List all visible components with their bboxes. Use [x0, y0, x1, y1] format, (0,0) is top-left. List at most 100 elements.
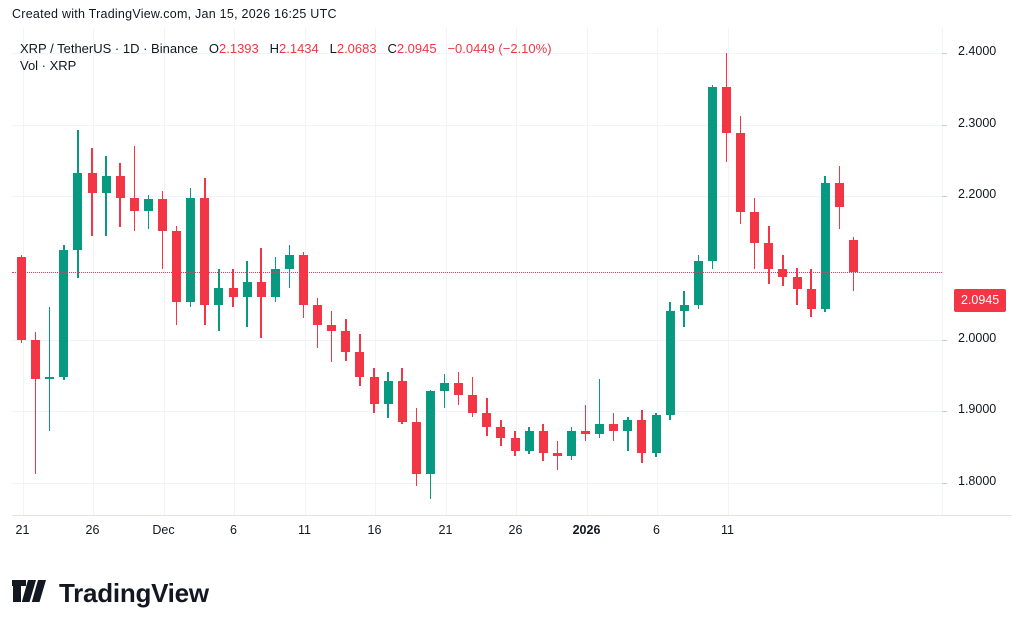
candle-body: [299, 255, 308, 306]
candle-body: [17, 257, 26, 340]
tradingview-logo-icon: [12, 578, 48, 609]
candle-body: [566, 431, 576, 456]
price-axis-label: 2.3000: [958, 115, 997, 130]
chart-frame: 2.4000 2.3000 2.2000 2.0000 1.9000 1.8000 2.0…: [12, 28, 1012, 537]
time-gridline: [586, 28, 588, 515]
price-axis-tick: [942, 53, 947, 55]
candle-body: [581, 431, 590, 435]
candle-wick: [133, 146, 136, 231]
candle-body: [623, 419, 633, 432]
chart-plot-area[interactable]: [12, 28, 942, 515]
candle-body: [693, 260, 703, 306]
candle-body: [736, 133, 746, 213]
candle-body: [609, 424, 619, 432]
candle-body: [158, 199, 167, 231]
price-axis-label: 1.8000: [958, 473, 997, 488]
time-axis-label: 21: [438, 523, 453, 537]
price-axis-label: 1.9000: [958, 402, 997, 417]
candle-body: [284, 255, 294, 270]
time-axis-label: 21: [15, 523, 30, 537]
time-gridline: [233, 28, 235, 515]
candle-body: [820, 183, 830, 310]
price-axis-label: 2.4000: [958, 44, 997, 59]
time-axis-label: Dec: [152, 523, 175, 537]
candle-wick: [330, 310, 333, 363]
candle-body: [496, 426, 506, 439]
price-axis-separator: [942, 28, 943, 515]
candle-body: [228, 287, 238, 297]
candle-body: [355, 352, 365, 377]
time-axis-label: 26: [508, 523, 523, 537]
candle-body: [524, 431, 534, 451]
time-axis-separator: [12, 515, 1012, 516]
candle-body: [764, 242, 774, 270]
candle-body: [143, 199, 153, 211]
candle-body: [115, 176, 125, 198]
candle-body: [31, 339, 41, 379]
candle-body: [101, 176, 111, 193]
candle-body: [651, 414, 661, 453]
time-axis-label: 11: [298, 523, 311, 537]
time-axis-label: 11: [721, 523, 734, 537]
candle-body: [665, 310, 675, 415]
time-gridline: [92, 28, 94, 515]
candle-body: [679, 305, 689, 311]
candle-body: [792, 276, 802, 290]
candle-body: [73, 173, 83, 250]
time-gridline: [445, 28, 447, 515]
candle-body: [87, 173, 97, 193]
candle-body: [707, 87, 717, 261]
candle-wick: [598, 378, 601, 439]
candle-body: [313, 305, 323, 326]
footer-branding: TradingView: [12, 578, 209, 609]
price-axis-tick: [942, 124, 947, 126]
current-price-badge: 2.0945: [954, 288, 1007, 312]
candle-body: [397, 381, 407, 422]
candle-body: [637, 419, 647, 453]
candle-body: [468, 395, 478, 413]
candle-wick: [105, 156, 107, 236]
time-axis-label: 16: [367, 523, 382, 537]
price-axis-tick: [942, 411, 947, 413]
candle-body: [848, 239, 858, 272]
candle-body: [482, 412, 492, 427]
price-gridline: [12, 339, 942, 341]
price-gridline: [12, 482, 942, 484]
candle-body: [256, 282, 266, 297]
time-gridline: [515, 28, 517, 515]
price-axis-tick: [942, 196, 947, 198]
candle-body: [750, 212, 760, 243]
price-gridline: [12, 53, 942, 55]
time-gridline: [727, 28, 729, 515]
time-gridline: [374, 28, 376, 515]
time-axis-label: 26: [85, 523, 100, 537]
candle-body: [369, 376, 379, 404]
candle-wick: [34, 332, 37, 475]
candle-wick: [147, 194, 150, 229]
candle-wick: [584, 405, 587, 442]
created-with-caption: Created with TradingView.com, Jan 15, 20…: [12, 7, 337, 21]
candle-body: [595, 424, 605, 435]
price-gridline: [12, 196, 942, 198]
candle-body: [778, 269, 788, 277]
price-axis-tick: [942, 482, 947, 484]
candle-body: [270, 269, 280, 297]
time-axis-label: 6: [653, 523, 660, 537]
price-axis-label: 2.2000: [958, 187, 997, 202]
candle-body: [806, 289, 816, 310]
candle-body: [552, 452, 562, 456]
candle-body: [45, 376, 55, 379]
current-price-line: [12, 271, 942, 273]
candle-body: [411, 421, 421, 475]
candle-body: [510, 438, 520, 451]
candle-body: [722, 87, 731, 134]
time-gridline: [163, 28, 165, 515]
time-axis-label: 2026: [572, 523, 601, 537]
candle-body: [242, 282, 252, 297]
candle-body: [341, 330, 351, 353]
candle-body: [834, 183, 844, 208]
candle-body: [214, 287, 224, 306]
price-axis-label: 2.0000: [958, 330, 997, 345]
candle-body: [172, 230, 182, 303]
candle-body: [186, 197, 196, 303]
